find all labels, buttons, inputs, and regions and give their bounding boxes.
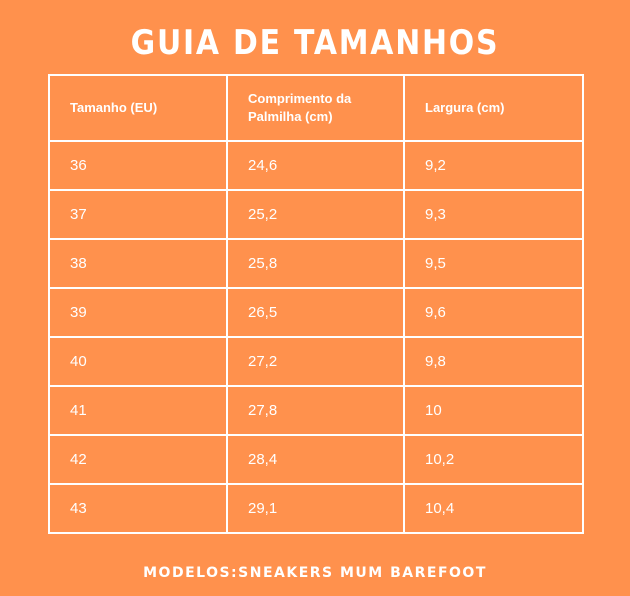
table-header-row: Tamanho (EU) Comprimento da Palmilha (cm… (48, 74, 584, 142)
cell-size: 43 (48, 483, 228, 534)
column-header-insole-length: Comprimento da Palmilha (cm) (226, 74, 405, 142)
cell-width: 10 (403, 385, 584, 436)
cell-width: 9,5 (403, 238, 584, 289)
cell-size: 36 (48, 140, 228, 191)
cell-size: 37 (48, 189, 228, 240)
cell-insole-length: 25,8 (226, 238, 405, 289)
cell-width: 9,3 (403, 189, 584, 240)
cell-insole-length: 24,6 (226, 140, 405, 191)
table-row: 38 25,8 9,5 (48, 238, 584, 289)
table-row: 43 29,1 10,4 (48, 483, 584, 534)
cell-insole-length: 27,2 (226, 336, 405, 387)
cell-size: 42 (48, 434, 228, 485)
cell-insole-length: 29,1 (226, 483, 405, 534)
table-row: 41 27,8 10 (48, 385, 584, 436)
cell-insole-length: 26,5 (226, 287, 405, 338)
cell-width: 9,2 (403, 140, 584, 191)
table-row: 39 26,5 9,6 (48, 287, 584, 338)
cell-width: 9,6 (403, 287, 584, 338)
cell-size: 38 (48, 238, 228, 289)
column-header-width: Largura (cm) (403, 74, 584, 142)
page-title: GUIA DE TAMANHOS (130, 23, 500, 63)
cell-width: 10,4 (403, 483, 584, 534)
table-row: 37 25,2 9,3 (48, 189, 584, 240)
table-row: 42 28,4 10,2 (48, 434, 584, 485)
table-row: 40 27,2 9,8 (48, 336, 584, 387)
size-guide-table: Tamanho (EU) Comprimento da Palmilha (cm… (48, 74, 584, 534)
cell-size: 40 (48, 336, 228, 387)
cell-width: 9,8 (403, 336, 584, 387)
cell-insole-length: 27,8 (226, 385, 405, 436)
cell-width: 10,2 (403, 434, 584, 485)
cell-insole-length: 28,4 (226, 434, 405, 485)
cell-insole-length: 25,2 (226, 189, 405, 240)
column-header-size: Tamanho (EU) (48, 74, 228, 142)
cell-size: 41 (48, 385, 228, 436)
models-footer: MODELOS:SNEAKERS MUM BAREFOOT (143, 565, 487, 581)
cell-size: 39 (48, 287, 228, 338)
table-row: 36 24,6 9,2 (48, 140, 584, 191)
